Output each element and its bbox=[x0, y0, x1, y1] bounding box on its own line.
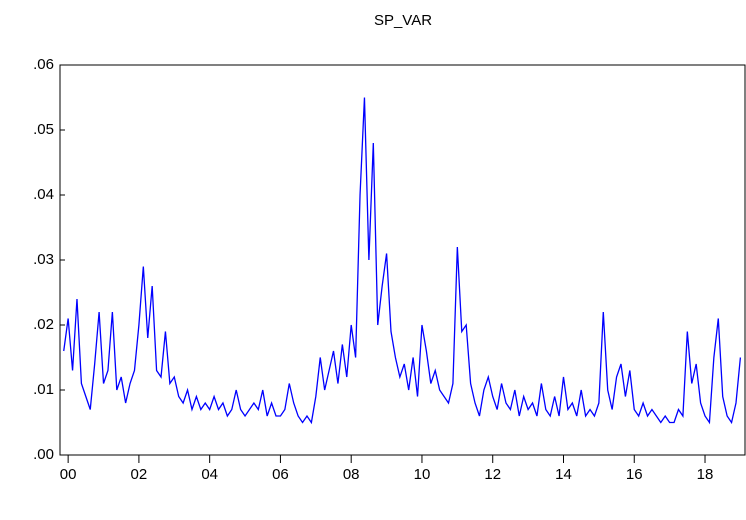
x-tick-label: 18 bbox=[697, 466, 714, 483]
chart-title: SP_VAR bbox=[374, 12, 432, 29]
y-tick-label: .03 bbox=[33, 251, 54, 268]
y-tick-label: .04 bbox=[33, 186, 54, 203]
y-tick-label: .06 bbox=[33, 56, 54, 73]
y-tick-label: .00 bbox=[33, 446, 54, 463]
x-tick-label: 16 bbox=[626, 466, 643, 483]
x-tick-label: 02 bbox=[131, 466, 148, 483]
x-tick-label: 06 bbox=[272, 466, 289, 483]
x-tick-label: 14 bbox=[555, 466, 572, 483]
y-tick-label: .02 bbox=[33, 316, 54, 333]
x-tick-label: 04 bbox=[201, 466, 218, 483]
y-tick-label: .05 bbox=[33, 121, 54, 138]
data-line bbox=[63, 97, 742, 425]
x-tick-label: 00 bbox=[60, 466, 77, 483]
x-tick-label: 10 bbox=[414, 466, 431, 483]
plot-frame bbox=[59, 64, 746, 456]
y-tick-label: .01 bbox=[33, 381, 54, 398]
x-tick-label: 12 bbox=[484, 466, 501, 483]
x-tick-label: 08 bbox=[343, 466, 360, 483]
